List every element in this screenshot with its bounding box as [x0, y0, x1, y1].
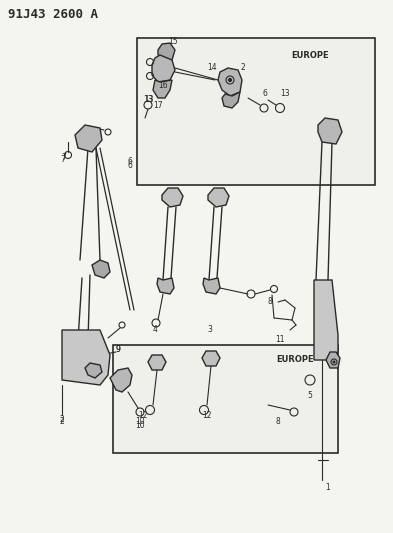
Polygon shape — [157, 278, 174, 294]
Polygon shape — [208, 188, 229, 207]
Text: 8: 8 — [275, 417, 280, 426]
Polygon shape — [218, 68, 242, 96]
Bar — [137, 38, 375, 185]
Polygon shape — [158, 43, 175, 62]
Text: 7: 7 — [62, 152, 66, 161]
Text: 15: 15 — [168, 37, 178, 46]
Text: 13: 13 — [143, 95, 153, 104]
Text: 9: 9 — [116, 345, 120, 354]
Text: 5: 5 — [308, 391, 312, 400]
Text: 16: 16 — [158, 82, 168, 91]
Polygon shape — [148, 355, 166, 370]
Text: 14: 14 — [207, 63, 217, 72]
Text: EUROPE: EUROPE — [276, 356, 314, 365]
Polygon shape — [153, 80, 172, 98]
Text: 6: 6 — [128, 160, 132, 169]
Polygon shape — [203, 278, 220, 294]
Polygon shape — [92, 260, 110, 278]
Polygon shape — [110, 368, 132, 392]
Text: 11: 11 — [275, 335, 285, 344]
Polygon shape — [326, 352, 340, 368]
Polygon shape — [85, 363, 102, 378]
Text: 12: 12 — [138, 410, 148, 419]
Text: 10: 10 — [135, 421, 145, 430]
Text: EUROPE: EUROPE — [291, 51, 329, 60]
Text: 8: 8 — [268, 297, 272, 306]
Text: 2: 2 — [60, 417, 64, 426]
Text: 13: 13 — [280, 88, 290, 98]
Text: 3: 3 — [208, 326, 213, 335]
Text: 17: 17 — [153, 101, 163, 109]
Circle shape — [333, 361, 335, 363]
Text: 7: 7 — [61, 156, 66, 165]
Text: 1: 1 — [326, 483, 331, 492]
Polygon shape — [318, 118, 342, 144]
Polygon shape — [222, 92, 240, 108]
Text: 10: 10 — [135, 417, 145, 426]
Text: 2: 2 — [241, 63, 245, 72]
Text: 4: 4 — [152, 326, 158, 335]
Text: 6: 6 — [263, 88, 268, 98]
Text: 2: 2 — [60, 416, 64, 424]
Text: 9: 9 — [116, 345, 120, 354]
Polygon shape — [75, 125, 102, 152]
Polygon shape — [202, 351, 220, 366]
Circle shape — [228, 78, 231, 82]
Polygon shape — [162, 188, 183, 207]
Text: 91J43 2600 A: 91J43 2600 A — [8, 8, 98, 21]
Polygon shape — [314, 280, 338, 360]
Text: 6: 6 — [128, 157, 132, 166]
Bar — [113, 345, 338, 453]
Text: 12: 12 — [202, 410, 212, 419]
Text: 13: 13 — [144, 95, 154, 104]
Polygon shape — [152, 55, 175, 82]
Polygon shape — [62, 330, 110, 385]
